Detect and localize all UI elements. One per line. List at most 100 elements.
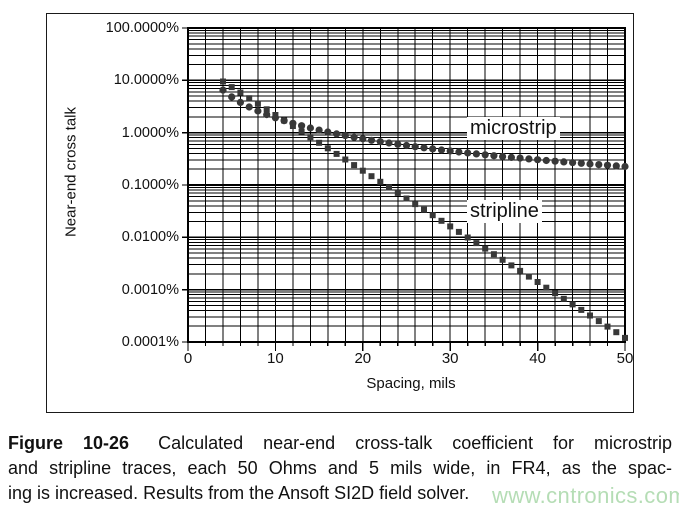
- stripline-point: [622, 334, 628, 341]
- stripline-point: [412, 201, 419, 208]
- stripline-point: [220, 78, 226, 85]
- microstrip-point: [534, 156, 542, 164]
- microstrip-point: [464, 149, 472, 157]
- stripline-point: [394, 189, 401, 196]
- stripline-point: [490, 251, 497, 258]
- y-tick-label: 1.0000%: [121, 124, 179, 141]
- chart-panel: Near-end cross talk Spacing, mils micros…: [46, 13, 634, 413]
- stripline-point: [316, 139, 323, 146]
- stripline-point: [595, 318, 602, 325]
- microstrip-point: [236, 98, 244, 106]
- microstrip-point: [367, 136, 376, 144]
- stripline-point: [552, 290, 559, 297]
- stripline-point: [525, 273, 532, 280]
- stripline-point: [403, 195, 410, 202]
- microstrip-point: [472, 150, 480, 158]
- stripline-point: [351, 162, 358, 169]
- stripline-point: [333, 150, 340, 157]
- stripline-point: [613, 329, 620, 336]
- stripline-point: [517, 267, 524, 274]
- microstrip-point: [315, 126, 323, 134]
- microstrip-point: [507, 153, 515, 161]
- microstrip-point: [219, 86, 227, 94]
- microstrip-point: [333, 130, 341, 138]
- microstrip-point: [306, 124, 314, 132]
- microstrip-point: [455, 148, 463, 156]
- microstrip-point: [577, 159, 585, 167]
- stripline-point: [386, 184, 392, 191]
- microstrip-point: [385, 139, 393, 147]
- microstrip-point: [350, 133, 358, 141]
- microstrip-point: [420, 144, 428, 152]
- figure-caption: Figure 10-26 Calculated near-end cross-t…: [8, 431, 672, 506]
- stripline-point: [560, 295, 567, 302]
- microstrip-point: [525, 155, 533, 163]
- stripline-point: [246, 95, 253, 102]
- stripline-point: [359, 167, 366, 174]
- microstrip-point: [516, 154, 524, 162]
- x-axis-title: Spacing, mils: [366, 375, 456, 392]
- stripline-point: [464, 234, 471, 241]
- y-tick-label: 0.0010%: [121, 281, 179, 298]
- y-tick-label: 0.0100%: [121, 229, 179, 246]
- stripline-point: [604, 323, 611, 330]
- microstrip-point: [551, 157, 559, 165]
- microstrip-point: [359, 135, 367, 143]
- stripline-point: [543, 284, 550, 291]
- caption-line-1-text: Calculated near-end cross-talk coefficie…: [158, 433, 672, 453]
- watermark: www.cntronics.com: [492, 483, 679, 508]
- stripline-point: [377, 178, 384, 185]
- microstrip-point: [402, 141, 411, 150]
- caption-line-1: Figure 10-26 Calculated near-end cross-t…: [8, 431, 672, 456]
- stripline-point: [254, 100, 261, 107]
- microstrip-point: [542, 156, 550, 165]
- x-tick-label: 0: [183, 350, 193, 367]
- stripline-point: [368, 173, 375, 180]
- microstrip-point: [228, 93, 236, 101]
- x-tick-label: 20: [354, 350, 372, 367]
- stripline-point: [298, 128, 305, 135]
- stripline-point: [587, 312, 593, 319]
- microstrip-point: [481, 151, 489, 159]
- microstrip-point: [446, 147, 454, 155]
- microstrip-point: [429, 145, 437, 153]
- microstrip-point: [280, 117, 288, 125]
- microstrip-point: [586, 160, 594, 168]
- stripline-point: [438, 217, 445, 224]
- crosstalk-plot: [182, 27, 629, 351]
- microstrip-point: [411, 143, 419, 151]
- stripline-point: [578, 306, 585, 313]
- stripline-point: [342, 156, 349, 163]
- microstrip-point: [569, 159, 577, 167]
- microstrip-point: [376, 138, 384, 146]
- x-tick-label: 40: [529, 350, 546, 367]
- stripline-point: [473, 240, 480, 247]
- series-label-stripline: stripline: [467, 200, 542, 223]
- stripline-point: [482, 245, 489, 252]
- stripline-point: [569, 301, 576, 308]
- x-tick-label: 10: [267, 350, 284, 367]
- caption-line-3: ing is increased. Results from the Ansof…: [8, 483, 470, 503]
- microstrip-point: [263, 111, 271, 119]
- series-label-microstrip: microstrip: [467, 117, 560, 140]
- microstrip-point: [289, 119, 297, 127]
- microstrip-point: [612, 162, 620, 170]
- microstrip-point: [324, 128, 332, 136]
- microstrip-point: [437, 146, 446, 154]
- axis-ticks: [182, 27, 626, 351]
- microstrip-point: [394, 140, 402, 148]
- stripline-point: [534, 279, 541, 285]
- y-tick-label: 10.0000%: [113, 72, 179, 89]
- x-tick-label: 30: [441, 350, 459, 367]
- microstrip-point: [490, 152, 498, 160]
- microstrip-point: [595, 161, 603, 169]
- y-tick-label: 0.0001%: [121, 334, 179, 350]
- stripline-point: [228, 84, 235, 91]
- stripline-point: [237, 89, 244, 96]
- microstrip-point: [254, 107, 262, 115]
- stripline-point: [508, 262, 515, 269]
- x-tick-label: 50: [616, 350, 634, 367]
- microstrip-point: [298, 122, 306, 130]
- figure-number: Figure 10-26: [8, 433, 130, 453]
